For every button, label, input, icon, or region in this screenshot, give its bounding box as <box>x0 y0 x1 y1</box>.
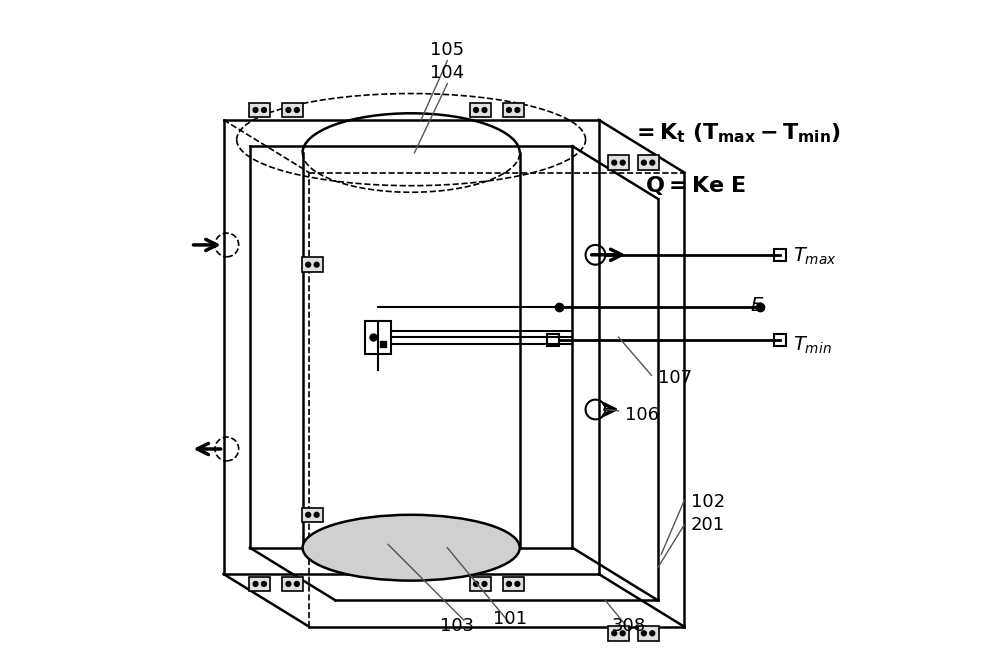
Text: 102: 102 <box>691 492 725 511</box>
Circle shape <box>641 160 646 165</box>
Circle shape <box>650 160 655 165</box>
Circle shape <box>641 631 646 636</box>
Circle shape <box>507 108 511 112</box>
Circle shape <box>482 582 487 586</box>
Polygon shape <box>638 155 659 170</box>
Circle shape <box>474 582 478 586</box>
Polygon shape <box>302 508 323 522</box>
Circle shape <box>314 262 319 267</box>
Circle shape <box>314 512 319 517</box>
Polygon shape <box>470 102 491 117</box>
Polygon shape <box>638 626 659 641</box>
Bar <box>547 334 559 346</box>
Polygon shape <box>503 102 524 117</box>
Text: 103: 103 <box>440 617 474 635</box>
Polygon shape <box>282 102 303 117</box>
Text: 308: 308 <box>611 617 645 635</box>
Text: 105: 105 <box>430 41 464 59</box>
Circle shape <box>294 582 299 586</box>
Text: 104: 104 <box>430 63 464 82</box>
Circle shape <box>612 631 617 636</box>
Circle shape <box>620 631 625 636</box>
Bar <box>774 249 786 260</box>
Circle shape <box>612 160 617 165</box>
Circle shape <box>286 582 291 586</box>
Circle shape <box>482 108 487 112</box>
Bar <box>774 334 786 346</box>
Ellipse shape <box>303 515 520 580</box>
Circle shape <box>306 262 311 267</box>
Text: $\mathbf{=K_t\ (T_{max}-T_{min})}$: $\mathbf{=K_t\ (T_{max}-T_{min})}$ <box>632 121 841 145</box>
Circle shape <box>294 108 299 112</box>
Text: 201: 201 <box>691 516 725 533</box>
Circle shape <box>650 631 655 636</box>
Circle shape <box>474 108 478 112</box>
Polygon shape <box>503 576 524 591</box>
Circle shape <box>262 582 266 586</box>
Polygon shape <box>608 626 629 641</box>
Circle shape <box>515 582 520 586</box>
Polygon shape <box>282 576 303 591</box>
Circle shape <box>262 108 266 112</box>
Text: $\mathbf{Q=Ke\ E}$: $\mathbf{Q=Ke\ E}$ <box>645 175 746 197</box>
Text: 107: 107 <box>658 369 692 387</box>
Circle shape <box>306 512 311 517</box>
Polygon shape <box>302 257 323 272</box>
Text: $T_{max}$: $T_{max}$ <box>793 246 837 268</box>
Circle shape <box>253 582 258 586</box>
Polygon shape <box>249 102 270 117</box>
Text: 106: 106 <box>625 406 659 424</box>
Circle shape <box>286 108 291 112</box>
Text: $T_{min}$: $T_{min}$ <box>793 334 832 356</box>
Polygon shape <box>470 576 491 591</box>
Circle shape <box>515 108 520 112</box>
Polygon shape <box>608 155 629 170</box>
Circle shape <box>620 160 625 165</box>
Polygon shape <box>249 576 270 591</box>
Bar <box>365 321 391 354</box>
Circle shape <box>253 108 258 112</box>
Circle shape <box>507 582 511 586</box>
Text: $E$: $E$ <box>750 296 764 315</box>
Text: 101: 101 <box>493 610 527 628</box>
